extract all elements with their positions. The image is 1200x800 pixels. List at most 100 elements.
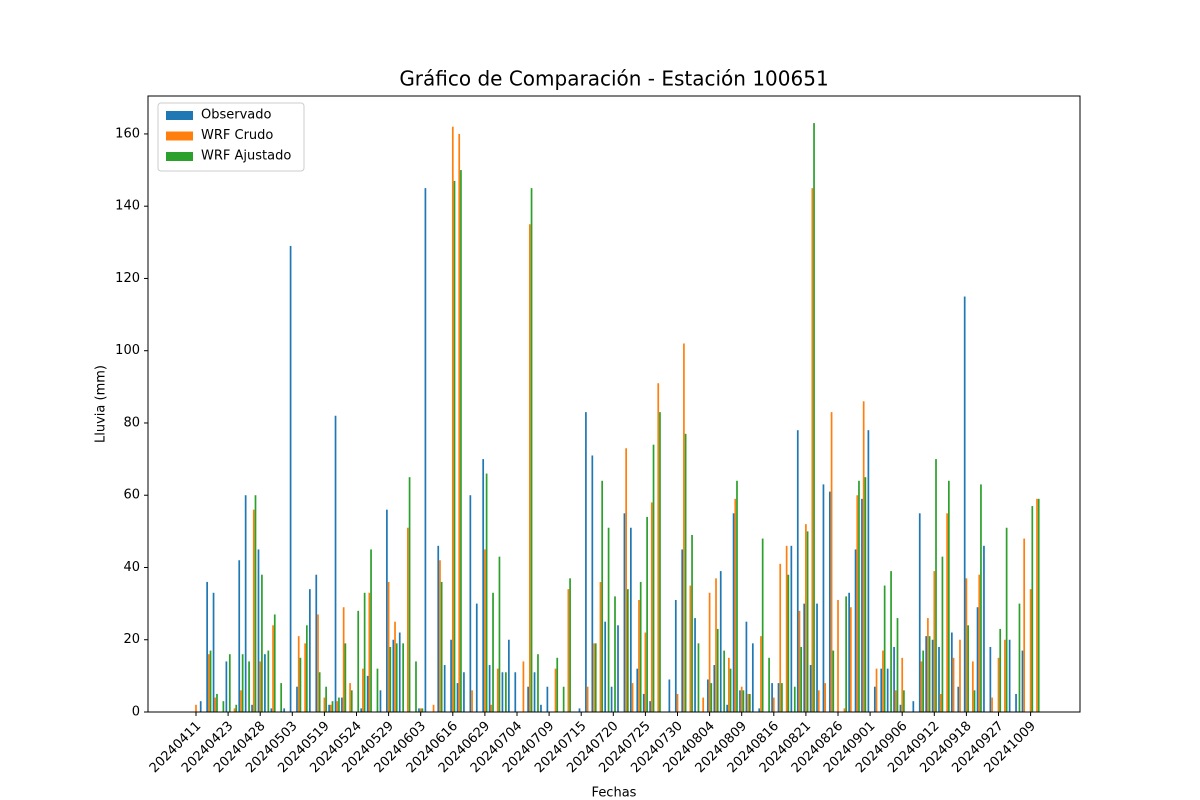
bar [793,686,796,712]
bar [800,646,803,712]
bar [443,665,446,712]
bar [235,704,238,712]
bar [739,690,741,712]
bar [854,549,857,712]
bar [527,686,529,712]
bar [1037,498,1040,712]
bar [212,592,215,712]
bar [761,538,764,712]
bar [360,708,363,712]
bar [376,668,379,712]
bar [1008,639,1011,712]
bar [809,665,812,712]
bar [508,639,510,712]
bar [650,502,653,712]
y-tick-label: 20 [123,632,140,647]
bar [591,455,594,712]
bar [925,636,928,712]
bar [325,686,327,712]
bar [357,610,360,712]
bar [657,383,660,712]
bar [199,701,202,712]
bar [341,697,343,712]
bar [257,549,260,712]
bar [214,697,217,712]
bar [317,614,319,712]
bar [938,646,940,712]
bar [505,672,507,712]
bar [893,646,895,712]
y-tick-label: 60 [123,488,140,503]
bar [772,697,775,712]
bar [297,636,300,712]
bar [989,646,992,712]
bar [533,672,536,712]
legend-swatch [166,152,193,161]
bar [732,513,735,712]
bar [344,643,347,712]
bar [689,585,692,712]
bar [209,650,212,712]
bar [323,697,326,712]
legend: Observado WRF Crudo WRF Ajustado [157,102,305,172]
bar [947,480,950,712]
bar [594,643,597,712]
bar [216,693,218,712]
bar [636,668,639,712]
bar [496,668,499,712]
bar [805,524,807,712]
bar [315,574,318,712]
bar [832,650,835,712]
bar [659,412,661,712]
bar [894,690,897,712]
bar [861,498,863,712]
bar [614,596,616,712]
bar [787,574,790,712]
y-tick-label: 100 [115,343,140,358]
bar [408,477,411,712]
bar [873,686,876,712]
bar [554,668,557,712]
bar [415,661,417,712]
bar [195,704,197,712]
bar [289,245,292,712]
bar [599,581,602,712]
bar [604,621,607,712]
bar [484,549,486,712]
bar [350,690,353,712]
bar [626,589,629,712]
bar [1018,603,1021,712]
bar [537,654,539,712]
legend-swatch [166,131,193,141]
bar [264,654,266,712]
bar [748,693,751,712]
bar [691,534,693,712]
bar [530,188,533,712]
bar [440,581,443,712]
bar [207,654,210,712]
bar [623,513,626,712]
bar [407,527,409,712]
bar [631,683,634,712]
bar [816,603,818,712]
bar [460,170,462,712]
bar [272,625,274,712]
bar [941,556,944,712]
bar [638,600,640,712]
bar [779,563,782,712]
bar [890,571,892,712]
bar [702,697,705,712]
bar [858,480,860,712]
bar [617,625,619,712]
bar [729,668,732,712]
bar [379,690,382,712]
chart-title: Gráfico de Comparación - Estación 100651 [399,67,828,91]
bar [980,484,982,712]
bar [781,683,783,712]
bar [971,661,974,712]
bar [933,571,936,712]
legend-label: Observado [201,108,272,123]
bar [864,477,867,712]
